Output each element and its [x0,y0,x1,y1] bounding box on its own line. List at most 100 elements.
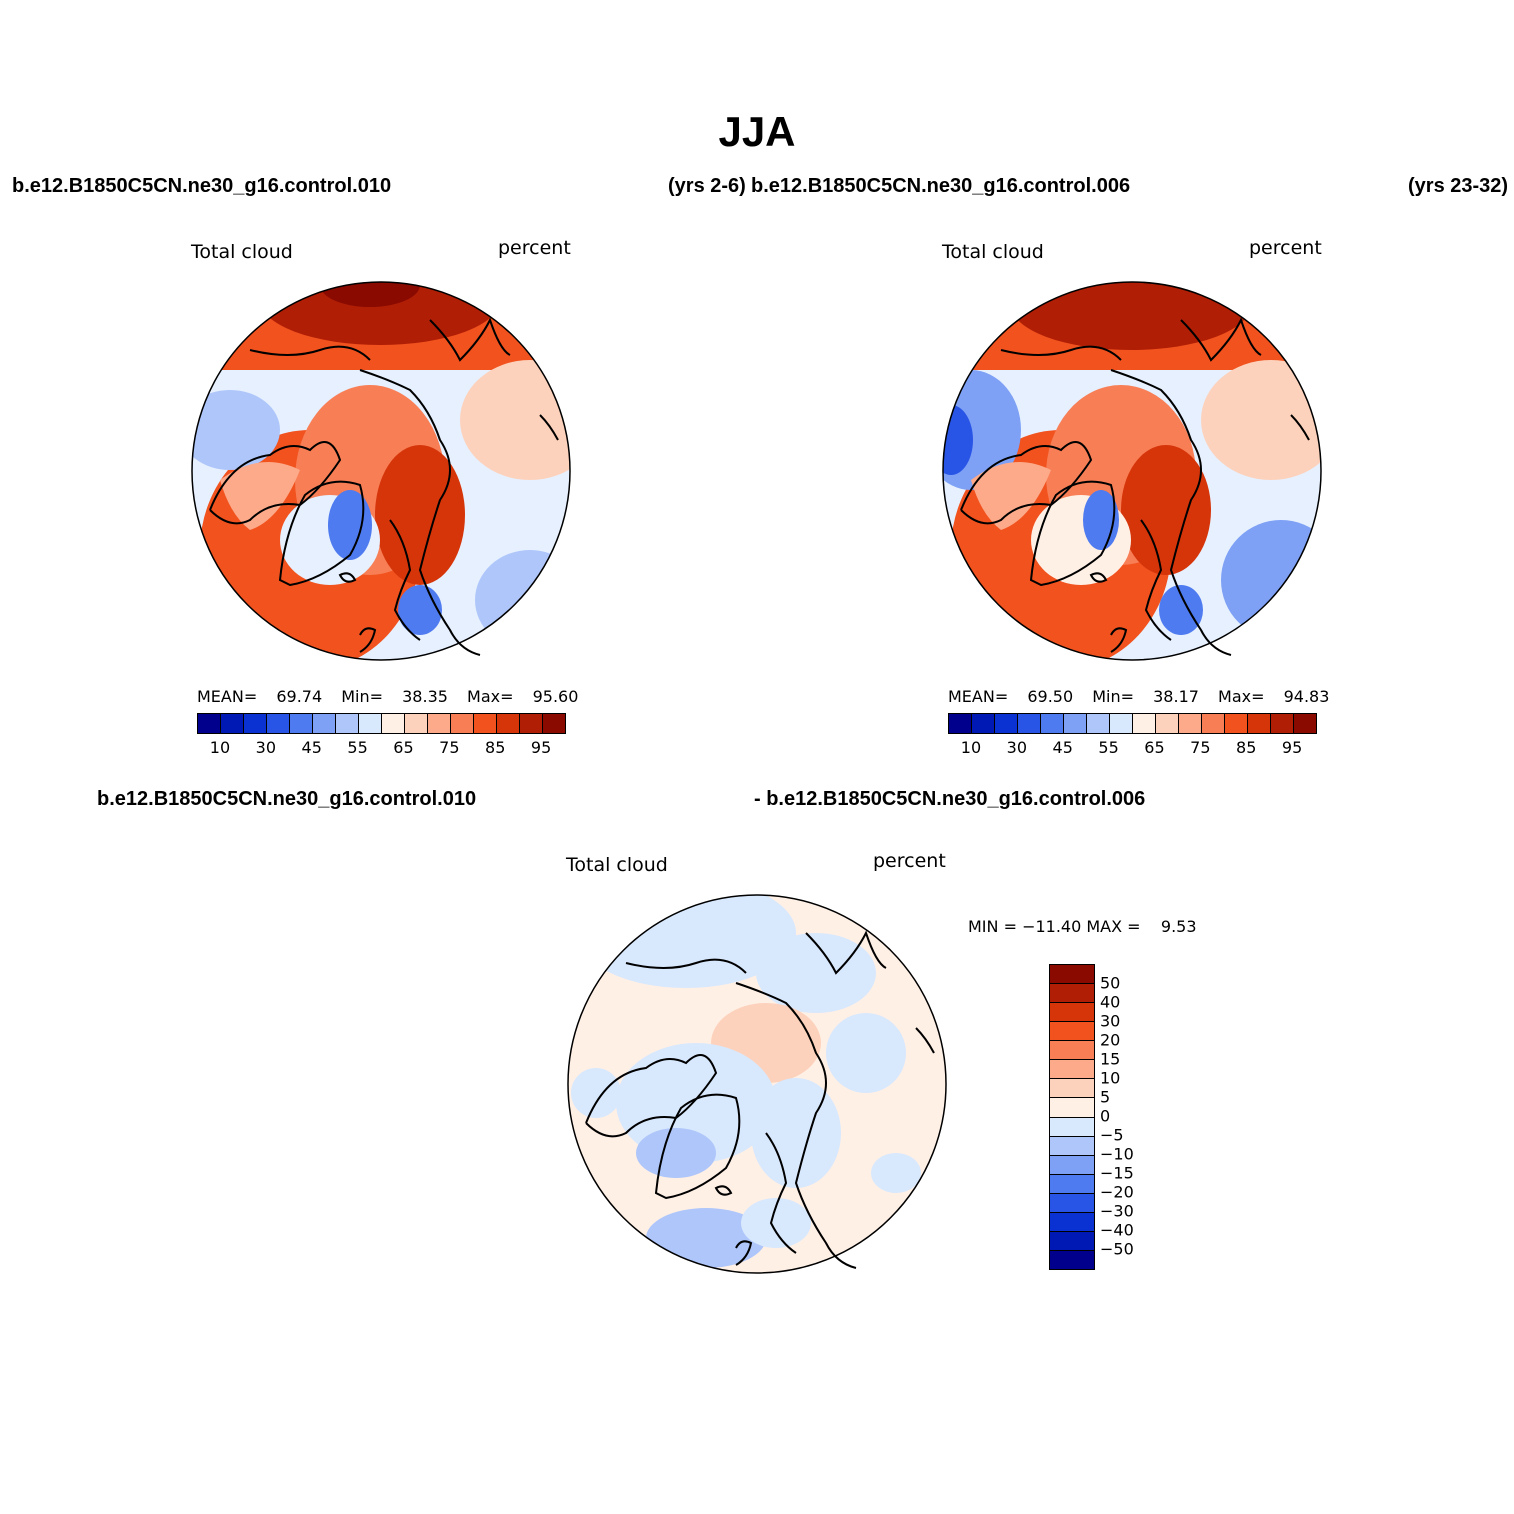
colorbar-tick-label: 65 [1144,738,1165,757]
colorbar-tick-label: 55 [1098,738,1119,757]
panel-a-canada-patch [220,462,300,530]
colorbar-tick-label: 30 [255,738,276,757]
panel-a-baltic-low [398,585,442,635]
panel-b-max-label: Max= [1218,687,1265,706]
panel-a-polar-map [191,281,571,661]
colorbar-tick-label: 65 [393,738,414,757]
panel-a-barents-cloud-area [375,445,465,585]
diff-colorbar [1049,964,1095,1270]
colorbar-tick-label: 15 [1100,1049,1121,1069]
panel-a-west-low [192,390,280,470]
colorbar-tick-label: 45 [1052,738,1073,757]
colorbar-swatch [1179,714,1202,733]
colorbar-swatch [451,714,474,733]
panel-a-greenland-min [328,490,372,560]
colorbar-swatch [1050,1041,1094,1061]
colorbar-swatch [1050,1231,1094,1251]
panel-b-coastlines [960,317,1310,656]
colorbar-swatch [1050,1250,1094,1269]
colorbar-tick-label: −5 [1100,1125,1124,1145]
panel-a-map-boundary [191,281,571,661]
colorbar-swatch [1110,714,1133,733]
colorbar-swatch [1018,714,1041,733]
panel-a-colorbar [197,713,566,734]
colorbar-swatch [359,714,382,733]
colorbar-tick-label: 20 [1100,1030,1121,1050]
colorbar-swatch [1064,714,1087,733]
colorbar-swatch [995,714,1018,733]
colorbar-tick-label: −20 [1100,1182,1134,1202]
diff-map-boundary [567,894,947,1274]
colorbar-tick-label: 5 [1100,1087,1111,1107]
colorbar-swatch [1050,1003,1094,1023]
colorbar-tick-label: −15 [1100,1163,1134,1183]
panel-a-east-warm-patch [460,360,570,480]
panel-b-units: percent [1249,237,1322,259]
colorbar-tick-label: 75 [439,738,460,757]
panel-b-case-label: b.e12.B1850C5CN.ne30_g16.control.006 [751,175,1131,197]
panel-b-barents-cloud-area [1121,445,1211,575]
colorbar-tick-label: 30 [1006,738,1027,757]
colorbar-swatch [1087,714,1110,733]
colorbar-swatch [1202,714,1225,733]
colorbar-tick-label: 30 [1100,1011,1121,1031]
panel-a-min-label: Min= [341,687,384,706]
colorbar-swatch [1050,1212,1094,1232]
colorbar-swatch [543,714,565,733]
panel-a-mean-value: 69.74 [276,687,323,706]
colorbar-tick-label: 75 [1190,738,1211,757]
page-title: JJA [718,108,796,155]
panel-b-max-cloud-area [1011,282,1251,350]
panel-a-min-value: 38.35 [402,687,448,706]
diff-coastlines [585,930,935,1269]
colorbar-swatch [1050,965,1094,985]
colorbar-swatch [1050,1155,1094,1175]
panel-b-variable: Total cloud [942,241,1044,263]
colorbar-tick-label: 85 [1236,738,1257,757]
panel-a-southeast-low [475,550,570,650]
colorbar-tick-label: 85 [485,738,506,757]
colorbar-swatch [1050,1174,1094,1194]
panel-a-greenland-coast [278,480,365,587]
panel-b-polar-map [942,281,1322,661]
colorbar-swatch [972,714,995,733]
diff-south-negative [646,1208,766,1268]
diff-minmax: MIN = −11.40 MAX = 9.53 [968,917,1197,936]
colorbar-swatch [313,714,336,733]
colorbar-swatch [428,714,451,733]
diff-case-label-2: - b.e12.B1850C5CN.ne30_g16.control.006 [754,788,1146,810]
panel-a-max-value: 95.60 [532,687,579,706]
colorbar-tick-label: 10 [960,738,982,757]
colorbar-swatch [1050,1079,1094,1099]
colorbar-swatch [1225,714,1248,733]
colorbar-swatch [1133,714,1156,733]
colorbar-tick-label: 45 [301,738,322,757]
panel-a-years-label: (yrs 2-6) [668,175,746,197]
colorbar-swatch [1050,1022,1094,1042]
colorbar-tick-label: 40 [1100,992,1121,1012]
colorbar-tick-label: 95 [530,738,552,757]
panel-a-variable: Total cloud [191,241,293,263]
panel-a-units: percent [498,237,571,259]
panel-b-greenland-coast [1029,480,1116,587]
colorbar-swatch [497,714,520,733]
colorbar-swatch [1156,714,1179,733]
colorbar-swatch [520,714,543,733]
colorbar-swatch [1050,1193,1094,1213]
colorbar-swatch [1041,714,1064,733]
colorbar-swatch [474,714,497,733]
colorbar-swatch [1050,1117,1094,1137]
panel-b-east-warm-patch [1201,360,1321,480]
panel-b-canada-patch [971,462,1051,530]
colorbar-tick-label: 55 [347,738,368,757]
diff-units: percent [873,850,946,872]
panel-b-max-value: 94.83 [1283,687,1330,706]
colorbar-swatch [382,714,405,733]
panel-b-map-boundary [942,281,1322,661]
panel-a-max-label: Max= [467,687,514,706]
colorbar-swatch [1271,714,1294,733]
diff-variable: Total cloud [566,854,668,876]
panel-b-years-label: (yrs 23-32) [1408,175,1509,197]
diff-greenland-coast [654,1093,741,1200]
colorbar-tick-label: −40 [1100,1220,1134,1240]
